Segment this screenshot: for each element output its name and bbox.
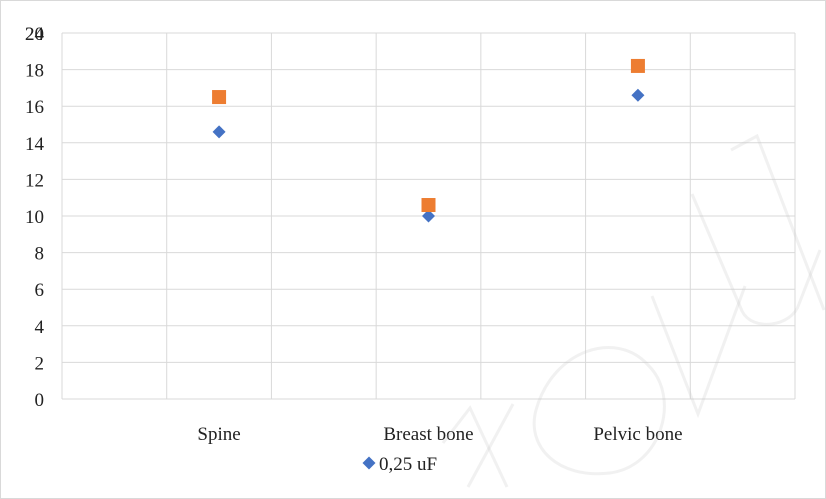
watermark-logo <box>441 133 826 488</box>
y-tick-label: 16 <box>25 97 44 118</box>
y-tick-label: 10 <box>25 207 44 228</box>
x-axis-categories: Spine Breast bone Pelvic bone <box>197 424 682 445</box>
y-tick-label: 8 <box>35 244 45 265</box>
y-tick-label: 12 <box>25 170 44 191</box>
x-category-label: Spine <box>197 424 240 445</box>
y-tick-label: 0 <box>35 390 45 411</box>
y-tick-label: 18 <box>25 61 44 82</box>
y-tick-label: 6 <box>35 280 45 301</box>
point-square <box>421 198 436 213</box>
y-tick-label: 2 <box>35 353 45 374</box>
y-tick-label-overlap: 24 <box>25 24 45 45</box>
data-points <box>212 58 645 223</box>
y-tick-label: 14 <box>25 134 45 155</box>
x-category-label: Breast bone <box>383 424 473 445</box>
legend: 0,25 uF <box>362 454 437 475</box>
point-diamond <box>422 209 435 223</box>
y-tick-label: 20 <box>25 24 44 45</box>
legend-label: 0,25 uF <box>379 454 437 475</box>
x-category-label: Pelvic bone <box>593 424 682 445</box>
point-square <box>630 58 645 73</box>
y-tick-label: 4 <box>35 317 45 338</box>
gridlines <box>61 32 796 400</box>
point-diamond <box>631 88 645 102</box>
legend-marker-diamond <box>362 456 376 470</box>
point-diamond <box>212 125 226 139</box>
point-square <box>212 90 227 105</box>
